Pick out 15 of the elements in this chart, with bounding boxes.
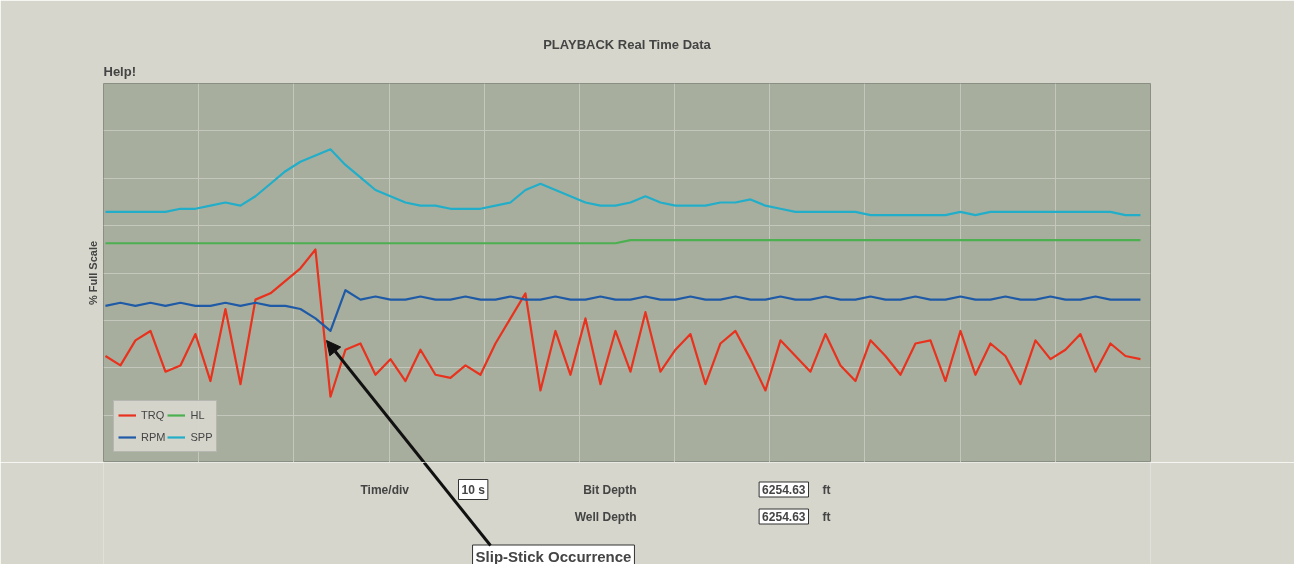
y-axis-title: % Full Scale: [86, 240, 99, 306]
text: 6254.63: [762, 483, 806, 497]
text: ft: [822, 482, 831, 497]
legend-label: SPP: [190, 431, 213, 443]
legend-label: HL: [190, 409, 206, 421]
text: 10 s: [461, 482, 486, 497]
chart-title: PLAYBACK Real Time Data: [543, 36, 712, 52]
text: Help!: [103, 63, 136, 79]
legend-label: RPM: [141, 431, 166, 443]
text: Bit Depth: [583, 482, 637, 497]
text: 6254.63: [762, 510, 806, 524]
legend-label: TRQ: [141, 409, 165, 421]
text: Well Depth: [574, 509, 637, 524]
text: ft: [822, 509, 831, 524]
text: Time/div: [360, 482, 410, 497]
